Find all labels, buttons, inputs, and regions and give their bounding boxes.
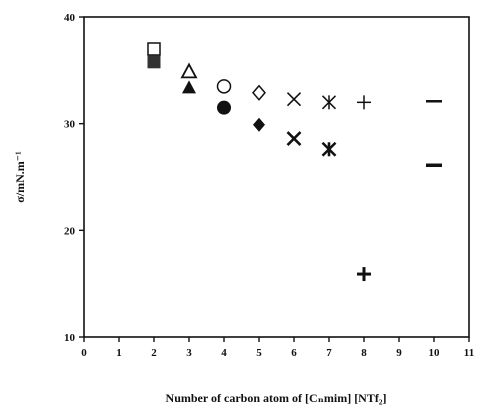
data-point-square-open — [147, 42, 161, 56]
x-tick-label: 8 — [361, 347, 367, 359]
x-tick-label: 2 — [151, 347, 157, 359]
x-tick-label: 9 — [396, 347, 402, 359]
marks-layer — [147, 42, 442, 282]
y-tick-label: 20 — [64, 225, 76, 237]
y-tick-label: 30 — [64, 119, 76, 131]
data-point-x-thin — [286, 92, 302, 107]
x-tick-label: 3 — [186, 347, 192, 359]
x-tick-label: 4 — [221, 347, 227, 359]
data-point-diamond-open — [252, 84, 266, 101]
data-point-asterisk-thick — [321, 141, 337, 157]
data-point-triangle-open — [180, 62, 198, 79]
x-tick-label: 7 — [326, 347, 332, 359]
x-tick-label: 0 — [81, 347, 87, 359]
x-tick-label: 1 — [116, 347, 122, 359]
data-point-diamond-filled — [253, 117, 265, 132]
data-point-x-thick — [286, 131, 302, 147]
x-tick-label: 6 — [291, 347, 297, 359]
y-axis-title: σ/mN.m⁻¹ — [13, 151, 27, 203]
data-point-triangle-filled — [182, 80, 196, 94]
ticks-layer: 0 1 2 3 4 5 6 7 8 9 10 11 10 20 30 40 — [64, 12, 474, 359]
data-point-plus-thick — [357, 267, 371, 282]
y-tick-label: 10 — [64, 332, 76, 344]
data-point-square-filled — [147, 55, 161, 69]
y-tick-label: 40 — [64, 12, 76, 24]
x-tick-label: 11 — [464, 347, 474, 359]
data-point-asterisk-thin — [321, 95, 337, 110]
x-tick-label: 10 — [429, 347, 441, 359]
x-tick-label: 5 — [256, 347, 262, 359]
data-point-circle-filled — [217, 100, 231, 115]
x-axis-title: Number of carbon atom of [Cₙmim] [NTf₂] — [166, 391, 387, 405]
plot-area-frame — [83, 16, 470, 338]
data-point-plus-thin — [357, 95, 371, 110]
data-point-circle-open — [216, 79, 232, 94]
